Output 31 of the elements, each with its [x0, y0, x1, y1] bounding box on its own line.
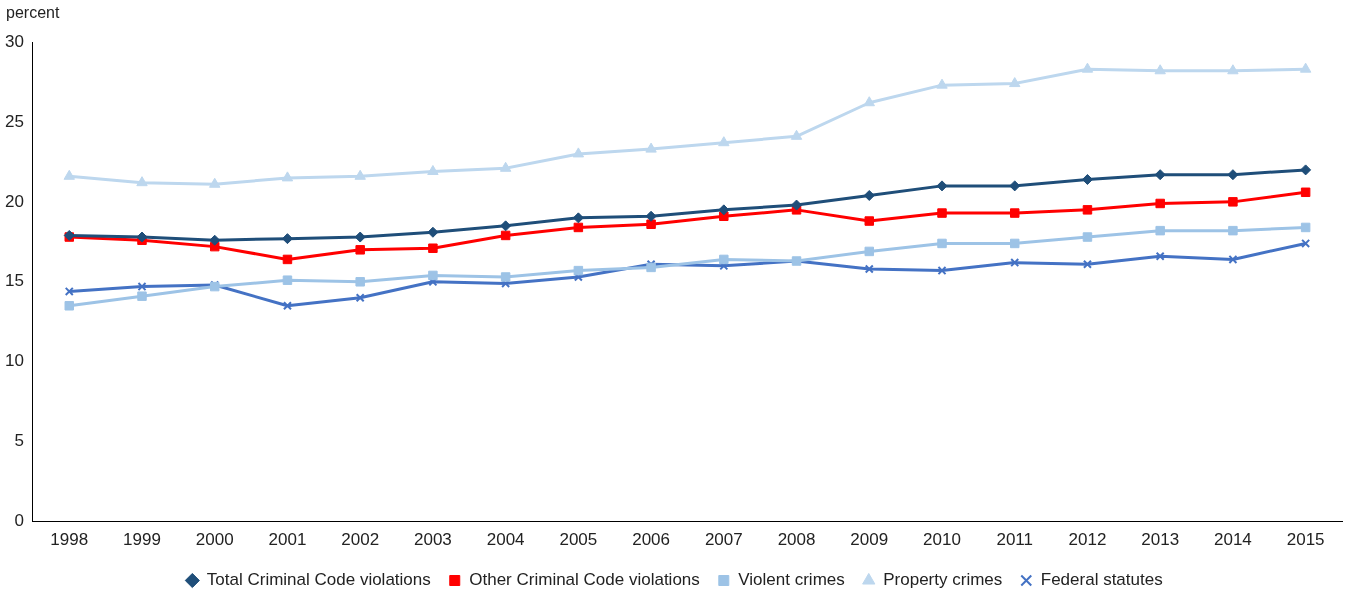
x-tick-label: 2013 [1141, 530, 1180, 550]
x-tick-label: 2007 [704, 530, 743, 550]
legend-label: Other Criminal Code violations [469, 570, 700, 590]
x-tick-label: 2005 [559, 530, 598, 550]
legend-label: Violent crimes [738, 570, 845, 590]
legend-label: Federal statutes [1040, 570, 1163, 590]
y-tick-label: 0 [14, 511, 24, 531]
y-axis-title: percent [6, 4, 60, 22]
y-tick-label: 25 [4, 111, 24, 131]
y-tick-label: 5 [14, 431, 24, 451]
x-tick-label: 2014 [1213, 530, 1252, 550]
x-tick-label: 2000 [195, 530, 234, 550]
x-tick-label: 2015 [1286, 530, 1325, 550]
legend-label: Total Criminal Code violations [206, 570, 431, 590]
x-tick-label: 2001 [268, 530, 307, 550]
legend-label: Property crimes [883, 570, 1003, 590]
x-tick-label: 2002 [341, 530, 380, 550]
x-tick-label: 2012 [1068, 530, 1107, 550]
x-tick-label: 2009 [850, 530, 889, 550]
y-tick-label: 30 [4, 31, 24, 51]
x-tick-label: 2004 [486, 530, 525, 550]
x-tick-label: 2006 [632, 530, 671, 550]
x-tick-label: 2011 [996, 530, 1034, 550]
x-tick-label: 2010 [923, 530, 961, 550]
y-tick-label: 15 [4, 271, 24, 291]
x-tick-label: 2008 [777, 530, 816, 550]
y-tick-label: 10 [4, 351, 24, 371]
x-tick-label: 1998 [50, 530, 89, 550]
x-tick-label: 1999 [123, 530, 161, 550]
y-tick-label: 20 [4, 191, 24, 211]
x-tick-label: 2003 [414, 530, 452, 550]
